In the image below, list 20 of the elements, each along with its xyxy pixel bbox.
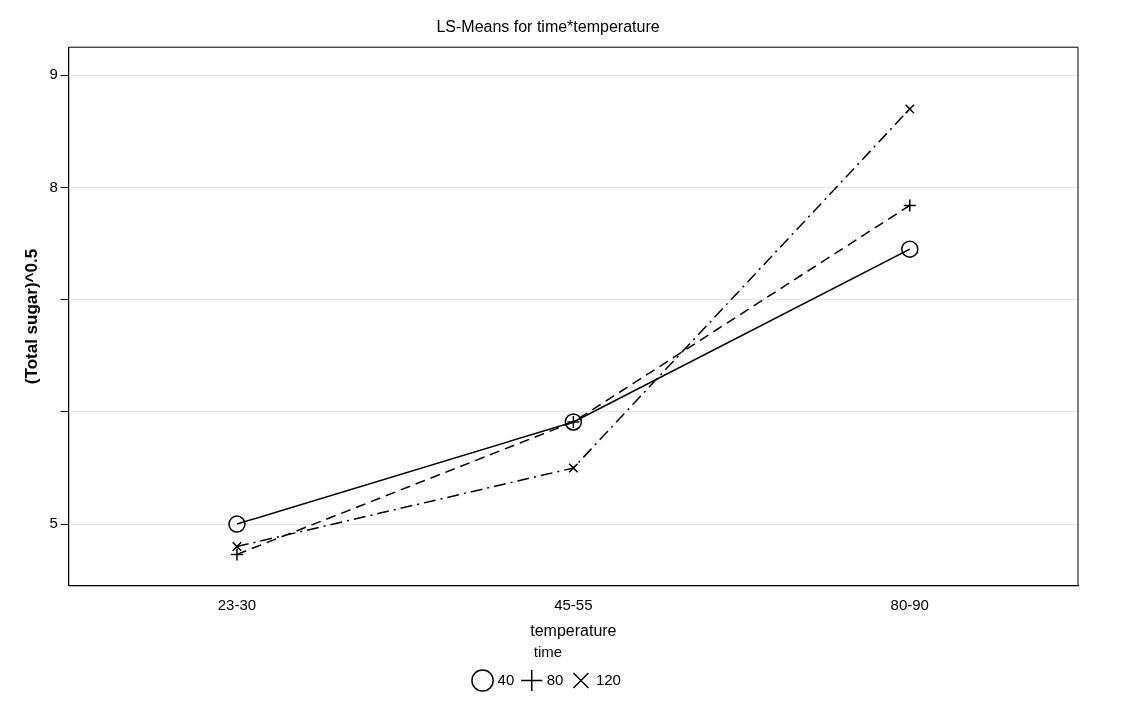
point — [903, 198, 917, 213]
y-tick-label: 5 — [49, 514, 58, 532]
x-tick-label: 80-90 — [890, 595, 929, 613]
x-tick-label: 23-30 — [217, 595, 257, 613]
point — [901, 240, 919, 258]
chart-title: LS-Means for time*temperature — [436, 18, 660, 36]
y-tick-label: 8 — [49, 177, 58, 195]
legend-title: time — [533, 642, 563, 660]
point — [904, 103, 915, 114]
y-axis-title: (Total sugar)^0.5 — [21, 248, 41, 385]
x-tick-label: 45-55 — [554, 595, 593, 613]
legend-label: 80 — [546, 670, 564, 688]
legend-label: 40 — [497, 670, 515, 688]
x-axis-title: temperature — [530, 621, 617, 639]
legend-label: 120 — [595, 670, 621, 688]
point — [231, 541, 242, 552]
point — [568, 462, 579, 473]
y-tick-label: 9 — [49, 65, 58, 83]
point — [228, 515, 246, 533]
point — [230, 547, 244, 562]
